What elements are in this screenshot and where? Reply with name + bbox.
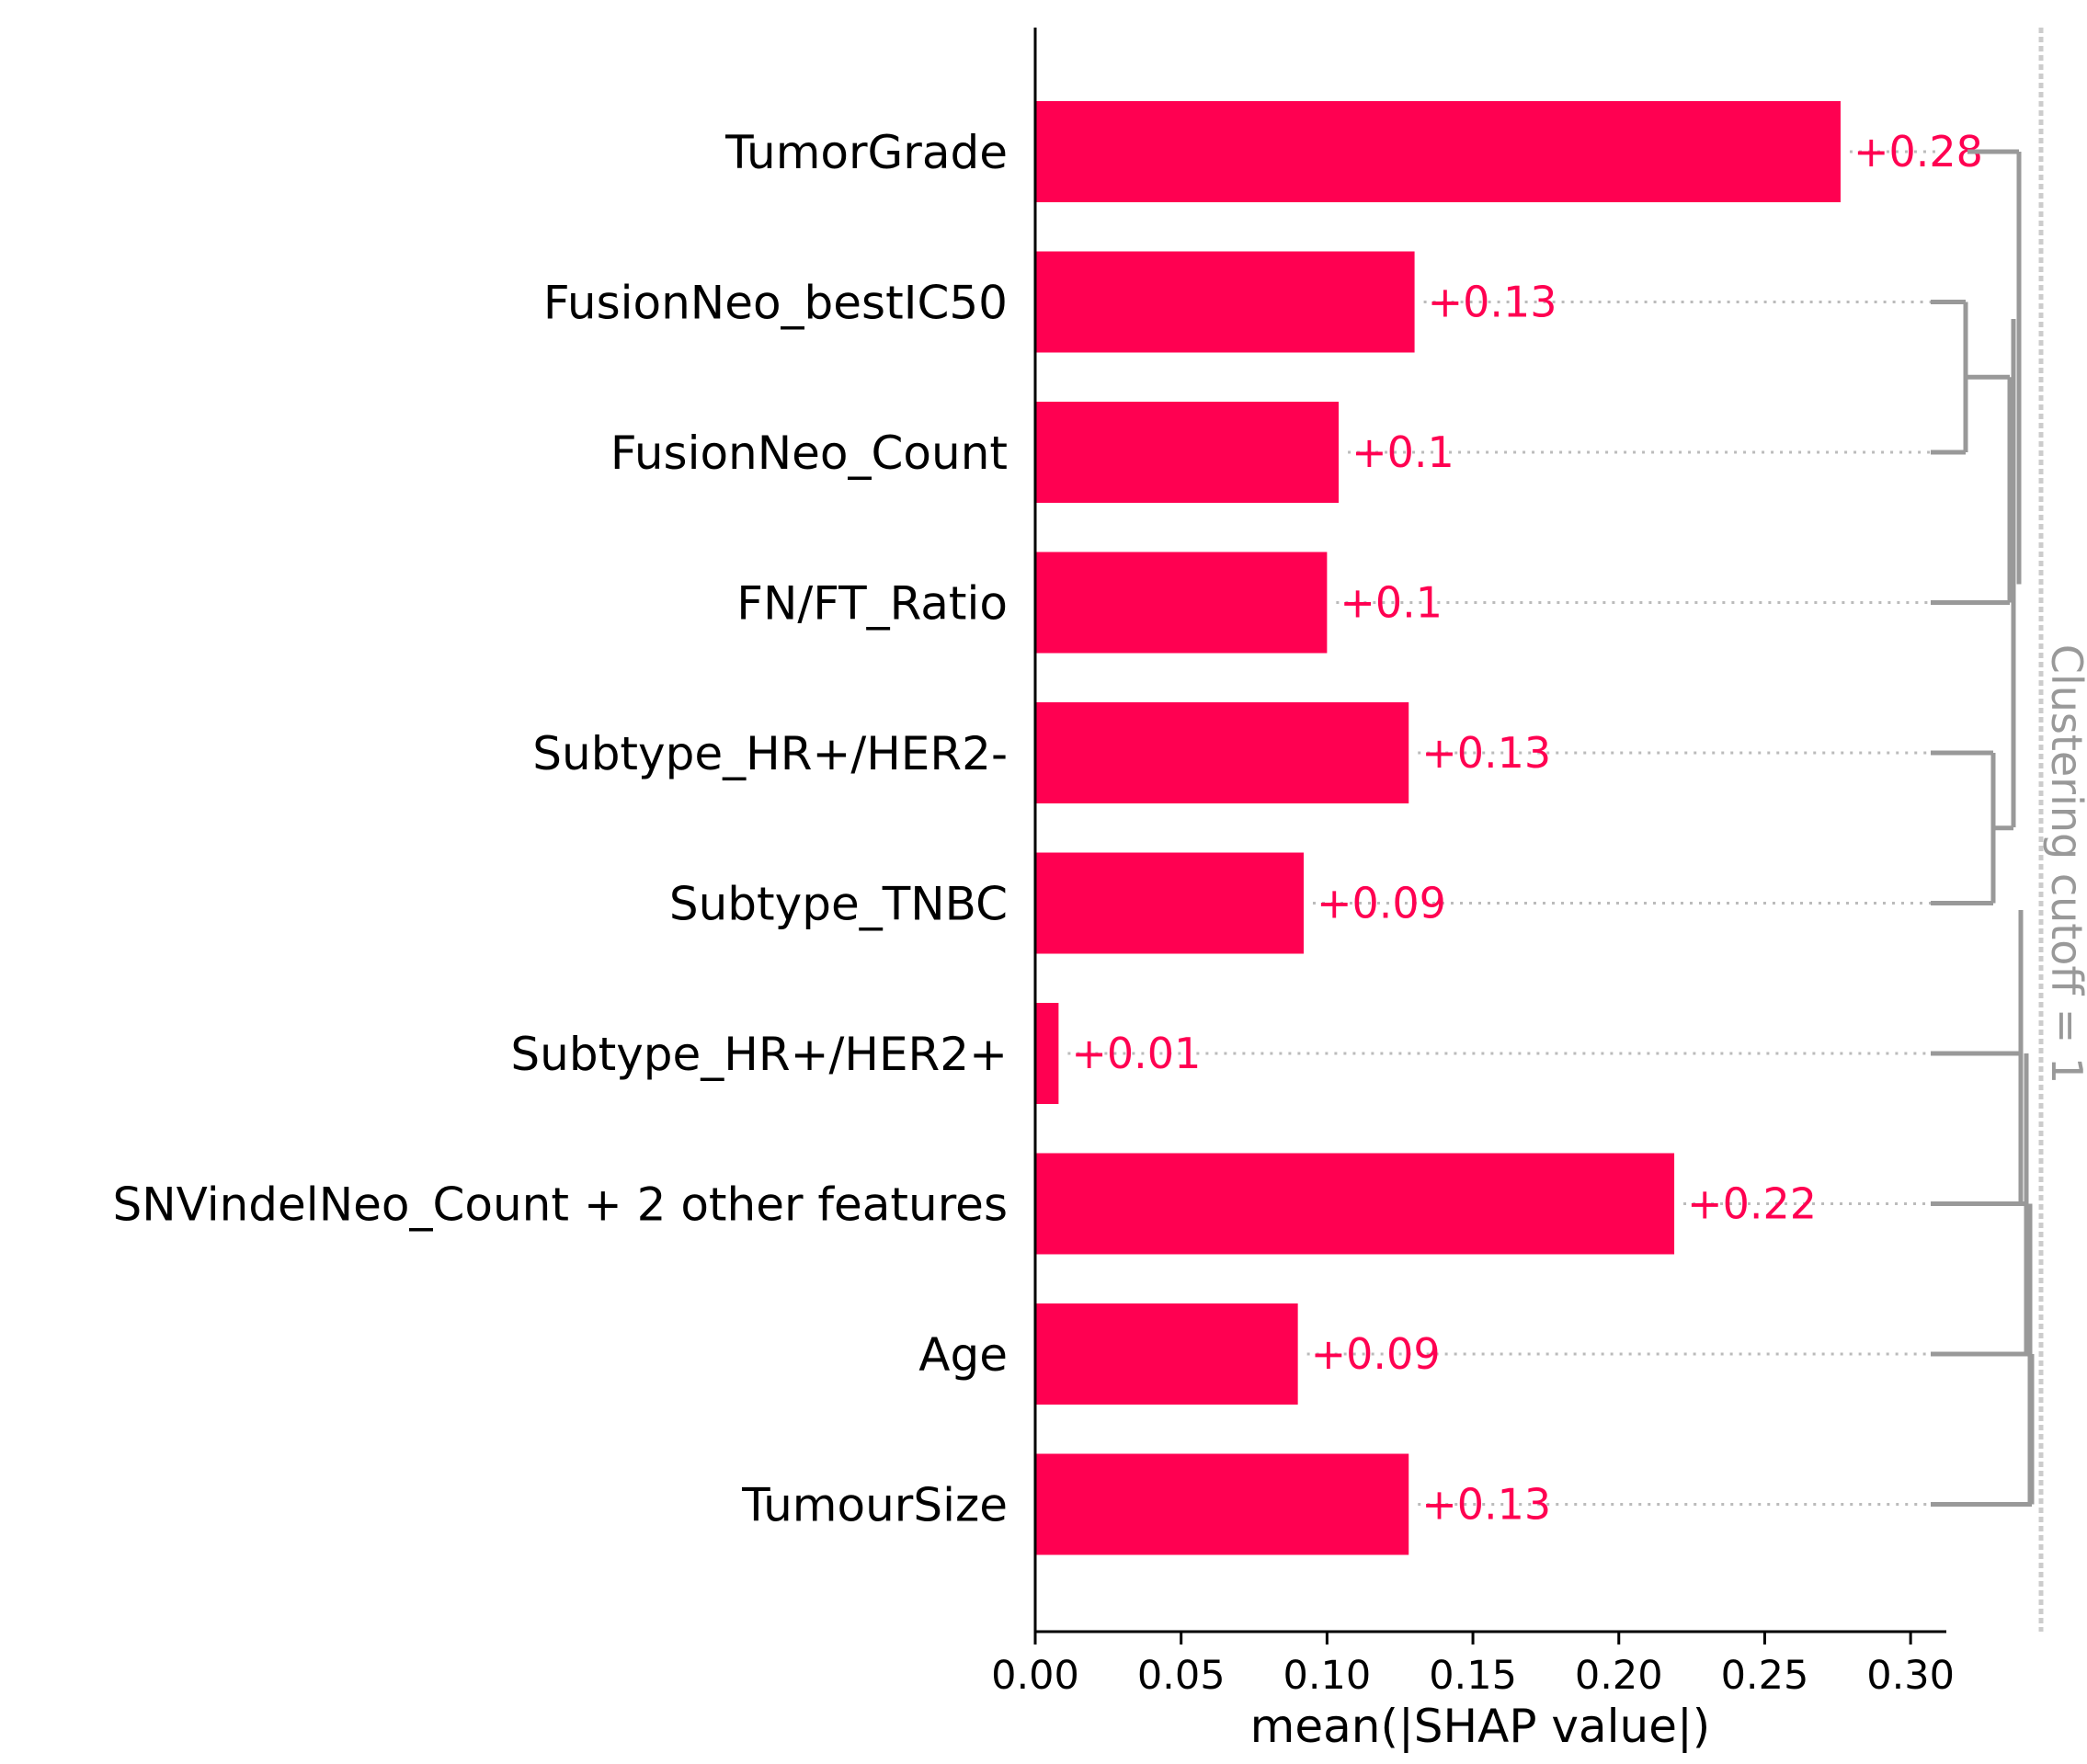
x-tick-label: 0.00 bbox=[991, 1653, 1079, 1699]
value-label: +0.22 bbox=[1687, 1179, 1817, 1229]
dotted-guides bbox=[1067, 150, 1940, 1506]
feature-label: Subtype_TNBC bbox=[669, 878, 1008, 931]
x-tick-label: 0.10 bbox=[1283, 1653, 1372, 1699]
bar bbox=[1035, 1153, 1675, 1255]
bars-group bbox=[1035, 101, 1841, 1555]
x-tick-label: 0.20 bbox=[1575, 1653, 1663, 1699]
bar bbox=[1035, 1303, 1298, 1405]
bar bbox=[1035, 402, 1340, 503]
bar bbox=[1035, 1003, 1059, 1104]
feature-label: Subtype_HR+/HER2- bbox=[532, 727, 1008, 780]
value-label: +0.09 bbox=[1311, 1329, 1441, 1379]
x-axis-title: mean(|SHAP value|) bbox=[1250, 1700, 1711, 1753]
clustering-cutoff-label: Clustering cutoff = 1 bbox=[2042, 644, 2087, 1084]
value-label: +0.13 bbox=[1421, 1480, 1551, 1530]
value-label: +0.28 bbox=[1853, 127, 1983, 176]
feature-label: FusionNeo_Count bbox=[610, 427, 1008, 480]
feature-label: TumourSize bbox=[741, 1479, 1008, 1532]
value-label: +0.09 bbox=[1317, 879, 1446, 928]
dendrogram bbox=[1931, 149, 2035, 1507]
x-tick-label: 0.25 bbox=[1721, 1653, 1809, 1699]
bar bbox=[1035, 101, 1841, 202]
bar bbox=[1035, 251, 1415, 353]
axes-group bbox=[1033, 28, 1946, 1633]
feature-labels-group: TumorGrade FusionNeo_bestIC50 FusionNeo_Co… bbox=[112, 126, 1008, 1532]
feature-label: FN/FT_Ratio bbox=[736, 577, 1008, 631]
bar bbox=[1035, 1453, 1409, 1555]
value-label: +0.1 bbox=[1351, 427, 1454, 477]
bar bbox=[1035, 552, 1328, 654]
x-tick-label: 0.05 bbox=[1137, 1653, 1226, 1699]
value-label: +0.01 bbox=[1071, 1029, 1201, 1078]
value-label: +0.13 bbox=[1421, 728, 1551, 778]
value-labels-group: +0.28 +0.13 +0.1 +0.1 +0.13 +0.09 +0.01 +0.22 +0… bbox=[1071, 127, 1983, 1530]
feature-label: SNVindelNeo_Count + 2 other features bbox=[112, 1178, 1008, 1232]
x-tick-label: 0.30 bbox=[1866, 1653, 1955, 1699]
feature-label: Subtype_HR+/HER2+ bbox=[510, 1028, 1008, 1081]
feature-label: Age bbox=[918, 1328, 1008, 1382]
feature-label: FusionNeo_bestIC50 bbox=[543, 277, 1008, 330]
value-label: +0.13 bbox=[1428, 278, 1557, 327]
value-label: +0.1 bbox=[1340, 578, 1443, 628]
x-tick-label: 0.15 bbox=[1429, 1653, 1517, 1699]
bar bbox=[1035, 702, 1409, 803]
feature-label: TumorGrade bbox=[724, 126, 1008, 179]
x-ticks-group: 0.00 0.05 0.10 0.15 0.20 0.25 0.30 bbox=[991, 1632, 1955, 1699]
bar bbox=[1035, 852, 1304, 954]
